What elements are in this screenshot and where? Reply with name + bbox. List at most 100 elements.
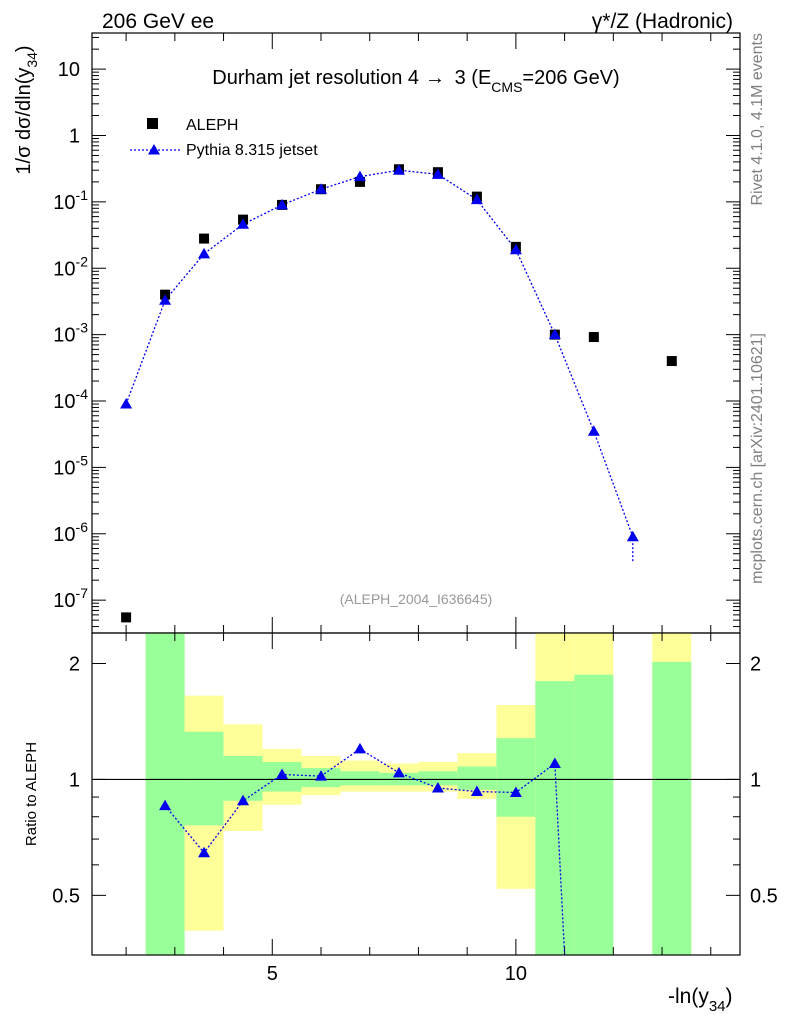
header-right: γ*/Z (Hadronic) [592,10,733,33]
analysis-watermark: (ALEPH_2004_I636645) [340,591,493,607]
main-y-axis-label: 1/σ dσ/dln(y34) [13,45,40,174]
ratio-plot-area: 0.5 0.5 1 1 2 2 5 10 [52,632,778,985]
main-ylabel-sub: 34 [24,52,40,68]
aleph-point [121,612,132,623]
mcplots-label: mcplots.cern.ch [arXiv:2401.10621] [749,333,766,584]
pythia-point [159,294,172,305]
main-y-tick-mantissa: 10 [58,59,80,81]
xlabel-a: -ln(y [668,985,709,1008]
main-y-tick-label: 10-5 [53,452,88,479]
plot-title: Durham jet resolution 4 → 3 (ECMS=206 GeV… [212,67,619,95]
ratio-pythia-point [509,786,522,797]
x-tick-label: 10 [505,963,527,985]
pythia-point [353,170,366,182]
ratio-y-tick-label-right: 2 [750,653,761,675]
main-y-tick-mantissa: 10 [53,192,75,214]
main-y-tick-label: 10-1 [53,187,88,214]
main-y-tick-exponent: -1 [76,187,89,203]
main-y-tick-mantissa: 10 [53,590,75,612]
ratio-pythia-point [353,742,366,754]
title-tail-b: =206 GeV) [522,67,619,89]
ratio-y-axis-label: Ratio to ALEPH [23,742,40,846]
pythia-point [548,328,561,340]
main-y-tick-mantissa: 10 [53,325,75,347]
aleph-point [588,332,599,343]
main-y-tick-label: 10-4 [53,386,88,413]
ratio-band-green [223,756,263,801]
xlabel-b: ) [726,985,733,1008]
title-tail-a: 3 (E [449,67,491,89]
main-y-tick-exponent: -7 [76,585,89,601]
ratio-frame [91,632,741,956]
pythia-point [626,530,639,542]
ratio-band-green [652,661,692,955]
pythia-point [120,398,133,409]
ratio-pythia-point [237,794,250,806]
aleph-point [354,176,365,187]
main-y-tick-label: 10 [58,59,80,81]
main-y-tick-label: 10-7 [53,585,88,612]
main-y-tick-label: 10-2 [53,253,88,280]
ratio-band-green [574,674,614,955]
main-y-tick-mantissa: 10 [53,524,75,546]
aleph-point [199,233,210,244]
ratio-band-green [457,766,497,790]
x-axis-label: -ln(y34) [668,985,733,1015]
ratio-pythia-point [198,846,211,858]
pythia-point [392,164,405,175]
pythia-point [431,168,444,179]
ratio-band-green [418,771,458,786]
pythia-point [276,198,289,210]
main-y-tick-exponent: -4 [76,386,89,402]
legend-marker-aleph [147,118,158,129]
ratio-y-tick-label: 1 [69,769,80,791]
aleph-point [666,356,677,367]
ratio-pythia-point [470,785,483,797]
ratio-y-tick-label-right: 0.5 [750,885,778,907]
legend-marker-pythia [148,144,160,155]
legend: ALEPH Pythia 8.315 jetset [130,117,318,159]
ratio-pythia-point [159,799,172,811]
main-y-tick-mantissa: 10 [53,457,75,479]
ratio-band-green [145,633,185,955]
ratio-y-tick-label-right: 1 [750,769,761,791]
ratio-pythia-line [164,748,566,956]
ratio-band-green [496,738,536,817]
pythia-point [509,243,522,255]
main-y-tick-label: 10-6 [53,519,88,546]
ratio-band-green [184,731,224,826]
pythia-point [314,183,327,194]
main-ylabel-a: 1/σ dσ/dln(y [13,68,35,175]
main-y-tick-exponent: -6 [76,519,89,535]
x-tick-label: 5 [267,963,278,985]
pythia-point [470,193,483,205]
ratio-band-green [340,771,380,786]
pythia-point [587,425,600,436]
main-y-tick-label: 1 [69,125,80,147]
title-sub: CMS [491,79,522,95]
ratio-pythia-point [548,757,561,768]
ratio-pythia-point [314,770,327,781]
legend-label-pythia: Pythia 8.315 jetset [186,142,318,159]
main-y-tick-mantissa: 1 [69,125,80,147]
main-y-tick-exponent: -5 [76,452,89,468]
pythia-point [237,218,250,229]
ratio-pythia-point [431,781,444,793]
ratio-y-tick-label: 0.5 [52,885,80,907]
header-left: 206 GeV ee [102,10,214,33]
legend-label-aleph: ALEPH [186,117,238,134]
main-y-tick-exponent: -2 [76,253,89,269]
title-arrow: → [425,67,445,89]
main-y-tick-mantissa: 10 [53,391,75,413]
ratio-pythia-point [276,768,289,779]
main-y-tick-exponent: -3 [76,320,89,336]
title-main: Durham jet resolution 4 [212,67,419,89]
main-y-tick-label: 10-3 [53,320,88,347]
rivet-label: Rivet 4.1.0, 4.1M events [749,33,766,206]
xlabel-sub: 34 [709,998,726,1015]
ratio-band-green [535,681,575,955]
pythia-line [125,169,634,562]
ratio-panel [145,633,692,955]
